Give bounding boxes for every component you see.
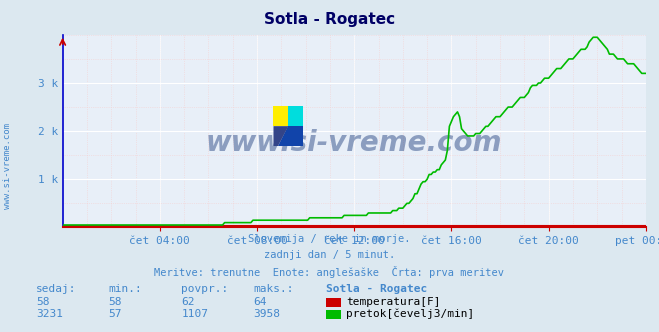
Text: Meritve: trenutne  Enote: anglešaške  Črta: prva meritev: Meritve: trenutne Enote: anglešaške Črta… bbox=[154, 266, 505, 278]
Text: 1107: 1107 bbox=[181, 309, 208, 319]
Text: povpr.:: povpr.: bbox=[181, 284, 229, 294]
Text: sedaj:: sedaj: bbox=[36, 284, 76, 294]
Text: 64: 64 bbox=[254, 297, 267, 307]
Text: Sotla - Rogatec: Sotla - Rogatec bbox=[326, 284, 428, 294]
Text: 58: 58 bbox=[36, 297, 49, 307]
Text: Slovenija / reke in morje.: Slovenija / reke in morje. bbox=[248, 234, 411, 244]
Text: temperatura[F]: temperatura[F] bbox=[346, 297, 440, 307]
Bar bbox=[289, 106, 303, 126]
Bar bbox=[273, 106, 289, 126]
Polygon shape bbox=[273, 126, 289, 146]
Text: pretok[čevelj3/min]: pretok[čevelj3/min] bbox=[346, 309, 474, 319]
Text: 62: 62 bbox=[181, 297, 194, 307]
Text: 3231: 3231 bbox=[36, 309, 63, 319]
Text: 58: 58 bbox=[109, 297, 122, 307]
Text: www.si-vreme.com: www.si-vreme.com bbox=[206, 129, 502, 157]
Text: zadnji dan / 5 minut.: zadnji dan / 5 minut. bbox=[264, 250, 395, 260]
Text: maks.:: maks.: bbox=[254, 284, 294, 294]
Text: www.si-vreme.com: www.si-vreme.com bbox=[3, 123, 13, 209]
Text: min.:: min.: bbox=[109, 284, 142, 294]
Text: 3958: 3958 bbox=[254, 309, 281, 319]
Text: Sotla - Rogatec: Sotla - Rogatec bbox=[264, 12, 395, 27]
Text: 57: 57 bbox=[109, 309, 122, 319]
Polygon shape bbox=[278, 126, 303, 146]
